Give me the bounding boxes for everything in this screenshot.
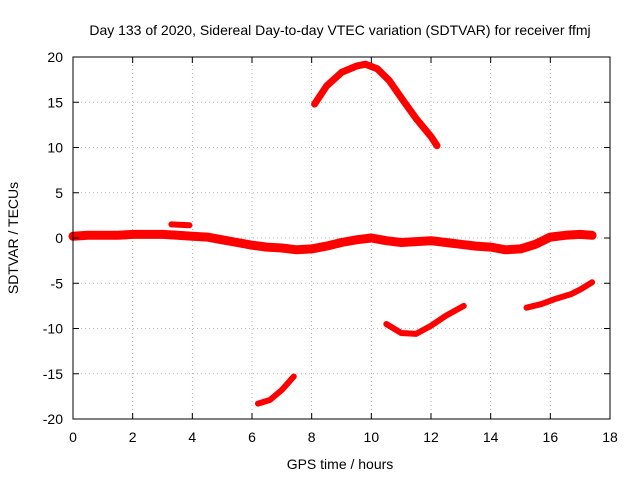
series-track-low-a bbox=[255, 373, 297, 407]
series-track-short bbox=[168, 221, 193, 229]
series-track-low-c bbox=[523, 279, 596, 311]
y-tick-label: 0 bbox=[55, 230, 63, 246]
x-tick-label: 6 bbox=[248, 429, 256, 445]
y-tick-label: 20 bbox=[47, 49, 63, 65]
y-tick-label: -10 bbox=[43, 321, 63, 337]
series-track-high-arc bbox=[311, 60, 441, 150]
chart-title: Day 133 of 2020, Sidereal Day-to-day VTE… bbox=[89, 22, 590, 38]
y-tick-label: -15 bbox=[43, 366, 63, 382]
x-tick-label: 14 bbox=[483, 429, 499, 445]
series-track-low-b bbox=[383, 302, 467, 337]
data-series bbox=[68, 60, 597, 407]
x-tick-label: 4 bbox=[188, 429, 196, 445]
x-tick-label: 16 bbox=[543, 429, 559, 445]
y-tick-label: 10 bbox=[47, 140, 63, 156]
y-tick-label: -5 bbox=[51, 275, 64, 291]
x-tick-label: 12 bbox=[423, 429, 439, 445]
axis-ticks: 0 2 4 6 8 10 12 14 16 18 -20 -15 -10 -5 0 5 10 15 20 bbox=[43, 49, 618, 445]
x-tick-label: 2 bbox=[129, 429, 137, 445]
x-tick-label: 0 bbox=[69, 429, 77, 445]
y-tick-label: 15 bbox=[47, 94, 63, 110]
series-track-main bbox=[68, 229, 597, 255]
x-tick-label: 8 bbox=[308, 429, 316, 445]
x-axis-label: GPS time / hours bbox=[287, 456, 394, 472]
y-axis-label: SDTVAR / TECUs bbox=[5, 182, 21, 294]
x-tick-label: 18 bbox=[602, 429, 618, 445]
y-tick-label: 5 bbox=[55, 185, 63, 201]
y-tick-label: -20 bbox=[43, 411, 63, 427]
x-tick-label: 10 bbox=[364, 429, 380, 445]
